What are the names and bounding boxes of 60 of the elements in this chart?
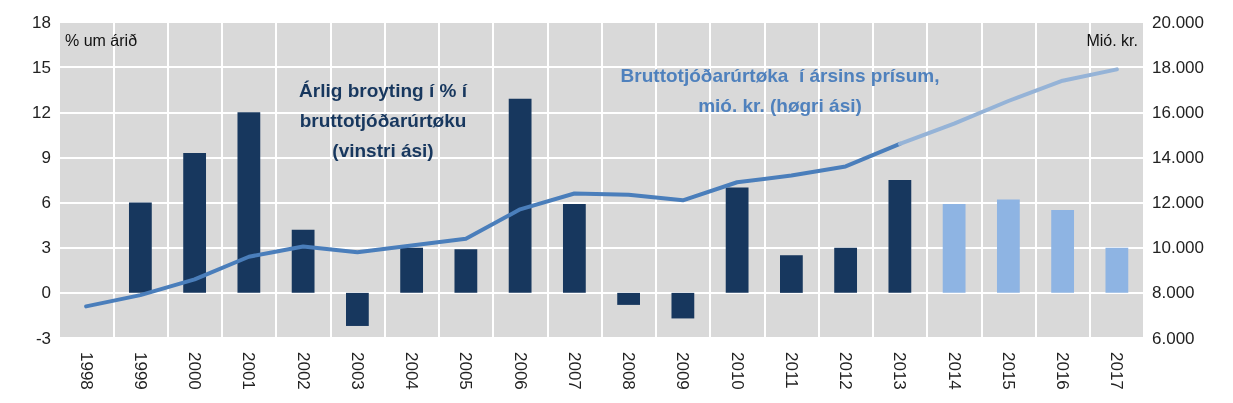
y2-tick-label: 12.000: [1152, 193, 1204, 213]
bar: [779, 255, 803, 293]
bar: [128, 202, 152, 293]
bar: [671, 292, 695, 319]
bar: [454, 249, 478, 293]
x-tick-label: 2006: [510, 352, 530, 390]
bar: [942, 204, 966, 293]
bar: [725, 187, 749, 293]
y2-tick-label: 20.000: [1152, 12, 1204, 32]
line-series: [84, 141, 902, 309]
annotation: Árlig broyting í % í bruttotjóðarúrtøku (vinstri ási): [299, 79, 468, 161]
bar: [508, 98, 532, 293]
y-tick-label: -3: [35, 328, 51, 348]
bar: [996, 199, 1020, 293]
bar: [291, 229, 315, 293]
x-tick-label: 1998: [76, 352, 96, 390]
y-tick-label: 18: [32, 12, 51, 32]
x-tick-label: 2003: [347, 352, 367, 390]
bar: [562, 204, 586, 293]
y-tick-label: 9: [41, 147, 51, 167]
x-tick-label: 1999: [130, 352, 150, 390]
bar: [400, 247, 424, 293]
x-tick-label: 2012: [836, 352, 856, 390]
x-tick-label: 2016: [1053, 352, 1073, 390]
bar: [617, 292, 641, 305]
y2-tick-label: 6.000: [1152, 328, 1195, 348]
x-tick-label: 2000: [185, 352, 205, 390]
bar: [888, 180, 912, 293]
y2-tick-label: 14.000: [1152, 147, 1204, 167]
x-tick-label: 2001: [239, 352, 259, 390]
x-tick-label: 2005: [456, 352, 476, 390]
x-tick-label: 2008: [619, 352, 639, 390]
bar: [834, 247, 858, 293]
y-axis-title: % um árið: [65, 31, 138, 49]
y2-axis-title: Mió. kr.: [1086, 31, 1138, 49]
x-tick-label: 2014: [944, 352, 964, 390]
y-tick-label: 3: [41, 238, 51, 258]
bar: [183, 152, 207, 293]
bar: [345, 292, 369, 326]
y-tick-label: 12: [32, 102, 51, 122]
y-tick-label: 6: [41, 193, 51, 213]
y2-tick-label: 18.000: [1152, 57, 1204, 77]
annotation: Bruttotjóðarúrtøka í ársins prísum, mió. kr. (høgri ási): [620, 64, 940, 116]
x-tick-label: 2007: [564, 352, 584, 390]
bar: [237, 112, 261, 293]
x-tick-label: 2017: [1107, 352, 1127, 390]
x-tick-label: 2010: [727, 352, 747, 390]
x-tick-label: 2015: [998, 352, 1018, 390]
y-tick-label: 15: [32, 57, 51, 77]
x-tick-label: 2013: [890, 352, 910, 390]
bar: [1051, 210, 1075, 293]
x-tick-label: 2002: [293, 352, 313, 390]
y2-tick-label: 16.000: [1152, 102, 1204, 122]
y2-tick-label: 10.000: [1152, 238, 1204, 258]
x-tick-label: 2009: [673, 352, 693, 390]
y-tick-label: 0: [41, 283, 51, 303]
bar: [1105, 247, 1129, 293]
y2-tick-label: 8.000: [1152, 283, 1195, 303]
x-tick-label: 2011: [781, 352, 801, 389]
x-tick-label: 2004: [402, 352, 422, 390]
